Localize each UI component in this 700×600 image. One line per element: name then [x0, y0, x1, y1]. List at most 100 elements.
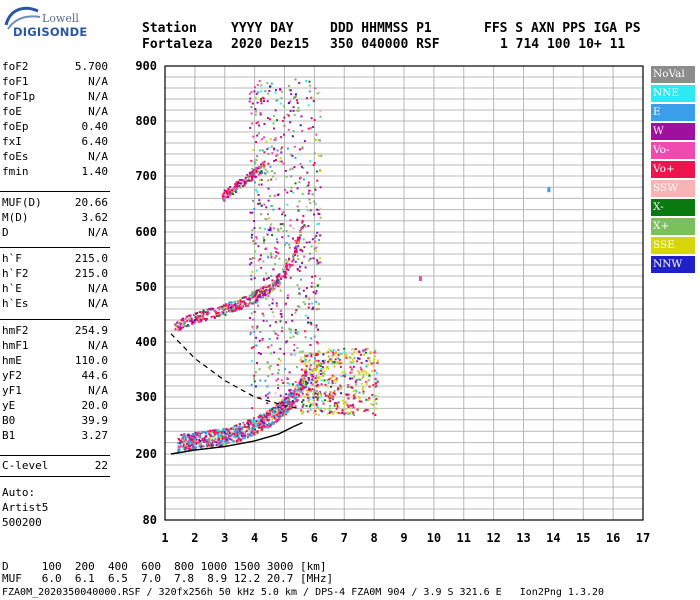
echo-point — [244, 426, 247, 429]
echo-point — [178, 449, 181, 452]
echo-point — [231, 432, 234, 435]
echo-point — [278, 273, 281, 276]
echo-point — [205, 313, 208, 316]
spread-f-point — [280, 379, 283, 382]
echo-point — [299, 381, 302, 384]
spread-f-point — [273, 246, 276, 249]
echo-point — [237, 429, 240, 432]
cluster-point — [300, 394, 303, 397]
echo-point — [180, 319, 183, 322]
echo-point — [234, 302, 237, 305]
cluster-point — [304, 385, 307, 388]
echo-point — [267, 422, 270, 425]
echo-point — [233, 187, 236, 190]
cluster-point — [311, 378, 314, 381]
echo-point — [229, 194, 232, 197]
echo-point — [234, 434, 237, 437]
cluster-point — [312, 411, 315, 414]
spread-f-point — [275, 302, 278, 305]
spread-f-point — [315, 300, 318, 303]
echo-point — [252, 424, 255, 427]
spread-f-point — [280, 148, 283, 151]
echo-point — [229, 438, 232, 441]
spread-f-point — [319, 207, 322, 210]
spread-f-point — [290, 153, 293, 156]
echo-point — [298, 390, 301, 393]
spread-f-point — [255, 235, 258, 238]
spread-f-point — [283, 124, 286, 127]
cluster-point — [322, 361, 325, 364]
x-tick-label: 11 — [457, 531, 471, 545]
echo-point — [186, 315, 189, 318]
spread-f-point — [292, 109, 295, 112]
echo-point — [248, 434, 251, 437]
cluster-point — [375, 395, 378, 398]
spread-f-point — [307, 181, 310, 184]
param-key: foF1p — [2, 90, 36, 103]
spread-f-point — [302, 238, 305, 241]
param-value: 110.0 — [74, 354, 108, 367]
echo-point — [250, 176, 253, 179]
cluster-point — [351, 371, 354, 374]
spread-f-point — [254, 344, 257, 347]
spread-f-point — [251, 293, 254, 296]
spread-f-point — [267, 199, 270, 202]
cluster-point — [327, 395, 330, 398]
spread-f-point — [268, 366, 271, 369]
cluster-point — [344, 411, 347, 414]
cluster-point — [326, 412, 329, 415]
spread-f-point — [253, 310, 256, 313]
echo-point — [278, 415, 281, 418]
echo-point — [282, 412, 285, 415]
echo-point — [294, 245, 297, 248]
spread-f-point — [309, 373, 312, 376]
cluster-point — [358, 372, 361, 375]
cluster-point — [323, 392, 326, 395]
echo-point — [251, 302, 254, 305]
cluster-point — [305, 383, 308, 386]
param-row: hmF2 254.9 — [2, 324, 108, 338]
cluster-point — [320, 379, 323, 382]
echo-point — [260, 426, 263, 429]
cluster-point — [335, 351, 338, 354]
spread-f-point — [260, 99, 263, 102]
cluster-point — [304, 361, 307, 364]
x-tick-label: 12 — [486, 531, 500, 545]
spread-f-point — [313, 236, 316, 239]
spread-f-point — [277, 193, 280, 196]
echo-point — [245, 429, 248, 432]
echo-point — [174, 323, 177, 326]
spread-f-point — [260, 183, 263, 186]
echo-point — [225, 310, 228, 313]
spread-f-point — [305, 386, 308, 389]
spread-f-point — [277, 368, 280, 371]
echo-point — [212, 441, 215, 444]
echo-point — [250, 175, 253, 178]
echo-point — [175, 325, 178, 328]
spread-f-point — [284, 259, 287, 262]
cluster-point — [320, 410, 323, 413]
cluster-point — [318, 407, 321, 410]
echo-point — [239, 433, 242, 436]
spread-f-point — [308, 297, 311, 300]
spread-f-point — [280, 313, 283, 316]
echo-point — [217, 438, 220, 441]
cluster-point — [311, 370, 314, 373]
echo-point — [195, 440, 198, 443]
cluster-point — [372, 364, 375, 367]
echo-point — [244, 180, 247, 183]
echo-point — [177, 319, 180, 322]
spread-f-point — [279, 102, 282, 105]
spread-f-point — [257, 351, 260, 354]
echo-point — [221, 442, 224, 445]
spread-f-point — [294, 78, 297, 81]
cluster-point — [375, 371, 378, 374]
echo-point — [221, 195, 224, 198]
echo-point — [222, 311, 225, 314]
cluster-point — [365, 359, 368, 362]
cluster-point — [316, 353, 319, 356]
echo-point — [205, 438, 208, 441]
echo-point — [301, 220, 304, 223]
legend-item: SSE — [651, 237, 695, 254]
echo-point — [301, 227, 304, 230]
